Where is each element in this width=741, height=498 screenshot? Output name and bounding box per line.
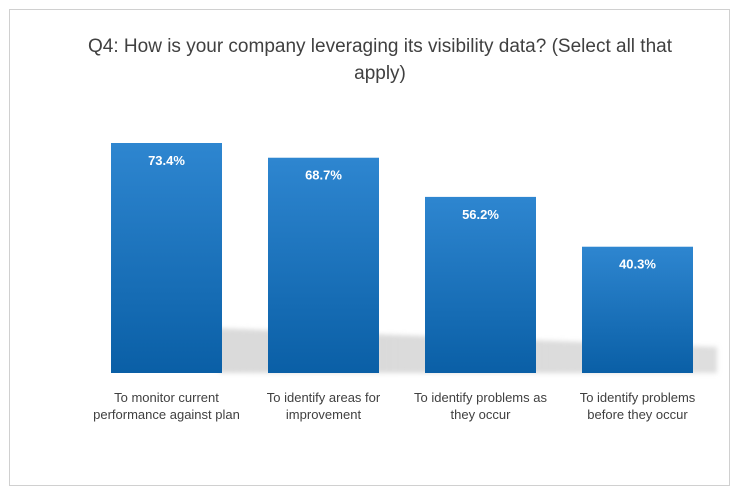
category-label-3: To identify problems as they occur xyxy=(414,390,547,422)
bar-1 xyxy=(111,143,222,373)
chart-title: Q4: How is your company leveraging its v… xyxy=(88,36,672,84)
bar-4 xyxy=(582,246,693,373)
bar-2 xyxy=(268,157,379,373)
bar-3 xyxy=(425,196,536,373)
data-label-2: 68.7% xyxy=(305,168,342,183)
category-label-1: To monitor current performance against p… xyxy=(93,390,240,422)
category-label-4: To identify problems before they occur xyxy=(579,390,696,422)
data-label-4: 40.3% xyxy=(619,257,656,272)
data-label-1: 73.4% xyxy=(148,153,185,168)
data-label-3: 56.2% xyxy=(462,207,499,222)
category-label-2: To identify areas for improvement xyxy=(266,390,381,422)
